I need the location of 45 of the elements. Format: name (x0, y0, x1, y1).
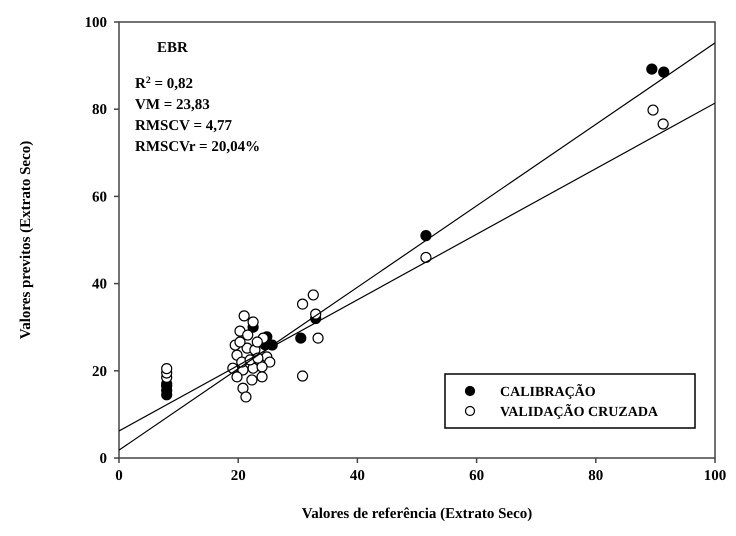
point (658, 66, 670, 78)
y-axis-title: Valores previtos (Extrato Seco) (18, 140, 34, 340)
point (246, 374, 258, 386)
point (252, 336, 263, 348)
y-tick-label: 100 (84, 15, 107, 31)
point (420, 252, 432, 264)
annotation: RMSCVr = 20,04% (135, 139, 260, 155)
x-axis-title: Valores de referência (Extrato Seco) (302, 506, 532, 522)
point (308, 289, 319, 301)
point (237, 382, 249, 394)
y-tick-label: 60 (92, 189, 107, 206)
x-tick-label: 100 (704, 468, 726, 484)
y-tick-label: 40 (92, 276, 107, 293)
point (420, 230, 432, 242)
point (264, 356, 276, 368)
annotation: VM = 23,83 (135, 97, 210, 113)
point (646, 63, 658, 75)
x-tick-label: 20 (230, 468, 246, 484)
y-tick-label: 20 (92, 364, 107, 380)
x-tick-label: 80 (588, 468, 604, 484)
x-tick-label: 60 (469, 468, 484, 484)
point (312, 332, 324, 344)
legend-label: VALIDAÇÃO CRUZADA (500, 403, 659, 420)
y-tick-label: 0 (100, 451, 107, 467)
x-tick-label: 40 (350, 468, 365, 484)
point (238, 310, 250, 322)
point (256, 361, 268, 372)
x-tick-label: 0 (115, 468, 123, 484)
point (256, 371, 268, 382)
annotation: RMSCV = 4,77 (135, 118, 233, 134)
point (240, 391, 252, 403)
legend-label: CALIBRAÇÃO (500, 383, 596, 400)
point (231, 371, 243, 382)
point (248, 316, 259, 328)
annotation: EBR (157, 40, 188, 56)
y-tick-label: 80 (92, 102, 107, 118)
point (658, 118, 669, 130)
point (234, 336, 246, 348)
annotation: R$^{2}$ = 0,82 (135, 74, 194, 92)
point (295, 332, 306, 344)
point (242, 329, 254, 341)
point (647, 104, 659, 116)
point (161, 363, 172, 374)
point (296, 370, 308, 382)
point (296, 298, 308, 310)
